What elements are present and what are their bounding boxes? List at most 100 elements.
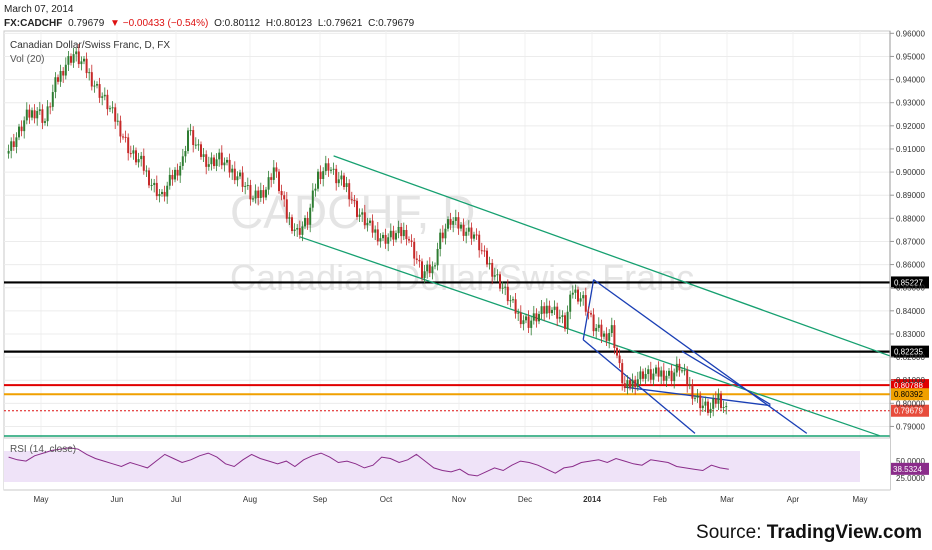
level-price-label: 0.85227 <box>894 278 923 287</box>
candle-body <box>72 54 75 63</box>
candle-body <box>662 370 665 381</box>
date-label: March 07, 2014 <box>4 4 74 15</box>
candle-body <box>241 172 244 187</box>
candle-body <box>449 219 452 225</box>
candle-body <box>618 355 621 364</box>
candle-body <box>127 137 130 154</box>
candle-body <box>181 156 184 166</box>
candle-body <box>699 395 702 409</box>
candle-body <box>402 229 405 237</box>
candle-body <box>665 375 668 381</box>
watermark-name: Canadian Dollar/Swiss Franc <box>230 257 694 298</box>
candle-body <box>608 333 611 341</box>
candle-body <box>717 393 720 404</box>
candle-body <box>587 311 590 314</box>
candle-body <box>213 157 215 167</box>
candle-body <box>548 305 551 314</box>
candle-body <box>551 309 553 314</box>
candle-body <box>330 169 332 171</box>
candle-body <box>116 120 119 122</box>
candle-body <box>421 261 423 278</box>
candle-body <box>522 320 525 325</box>
candle-body <box>200 144 202 157</box>
candle-body <box>543 306 546 314</box>
green-channel-lower[interactable] <box>299 236 880 437</box>
candle-body <box>538 314 540 322</box>
candle-body <box>101 96 104 98</box>
blue-inner-upper[interactable] <box>681 350 771 406</box>
candle-body <box>103 94 106 97</box>
candle-body <box>28 109 31 118</box>
candle-body <box>642 371 644 379</box>
candle-body <box>239 172 241 177</box>
candle-body <box>668 370 670 376</box>
candle-body <box>525 316 527 321</box>
x-tick-label: Sep <box>313 495 328 504</box>
candle-body <box>553 306 556 310</box>
candle-body <box>218 152 221 160</box>
candle-body <box>223 162 226 166</box>
candle-body <box>31 110 33 118</box>
candle-body <box>361 212 364 215</box>
candle-body <box>590 313 592 315</box>
candle-body <box>686 370 689 386</box>
candle-body <box>371 220 374 233</box>
symbol-label: FX:CADCHF <box>4 18 63 29</box>
candle-body <box>142 155 145 171</box>
candle-body <box>358 214 361 217</box>
candle-body <box>246 185 249 187</box>
candle-body <box>460 224 462 229</box>
candle-body <box>701 405 704 409</box>
y-tick-label: 0.85000 <box>896 284 925 293</box>
blue-channel-lower[interactable] <box>582 339 696 434</box>
candle-body <box>566 311 569 329</box>
candle-body <box>447 219 449 229</box>
y-tick-label: 0.95000 <box>896 52 925 61</box>
rsi-tick-label: 50.0000 <box>896 457 925 466</box>
y-tick-label: 0.82000 <box>896 353 925 362</box>
candle-body <box>166 185 169 197</box>
candle-body <box>163 191 166 197</box>
blue-channel-upper[interactable] <box>593 279 808 434</box>
candle-body <box>18 126 20 138</box>
candle-body <box>514 299 517 314</box>
candle-body <box>480 250 483 252</box>
candle-body <box>722 407 725 409</box>
candle-body <box>348 183 351 200</box>
candle-body <box>569 294 572 312</box>
candle-body <box>382 234 384 239</box>
candle-body <box>540 306 543 315</box>
candle-body <box>77 51 80 65</box>
candle-body <box>577 289 579 302</box>
candle-body <box>244 185 247 187</box>
candle-body <box>603 333 605 337</box>
candle-body <box>168 174 171 186</box>
candle-body <box>683 370 686 372</box>
candle-body <box>254 190 257 199</box>
candle-body <box>306 217 309 225</box>
y-tick-label: 0.80000 <box>896 399 925 408</box>
candle-body <box>10 141 13 151</box>
close-value: C:0.79679 <box>368 18 415 29</box>
candle-body <box>519 312 522 325</box>
candle-body <box>582 295 585 299</box>
candle-body <box>187 130 189 152</box>
source-credit[interactable]: Source: TradingView.com <box>696 522 922 544</box>
candle-body <box>439 232 442 249</box>
candle-body <box>46 106 49 122</box>
green-channel-upper[interactable] <box>333 155 891 357</box>
candle-body <box>675 363 678 373</box>
x-tick-label: Nov <box>452 495 466 504</box>
candle-body <box>106 94 109 110</box>
candle-body <box>535 313 538 322</box>
candle-body <box>434 265 436 267</box>
candle-body <box>428 264 431 274</box>
candle-body <box>192 130 195 146</box>
candle-body <box>36 111 39 119</box>
candle-body <box>194 144 197 146</box>
y-tick-label: 0.90000 <box>896 168 925 177</box>
candle-body <box>51 92 54 107</box>
candle-body <box>90 72 93 87</box>
candle-body <box>584 295 587 312</box>
